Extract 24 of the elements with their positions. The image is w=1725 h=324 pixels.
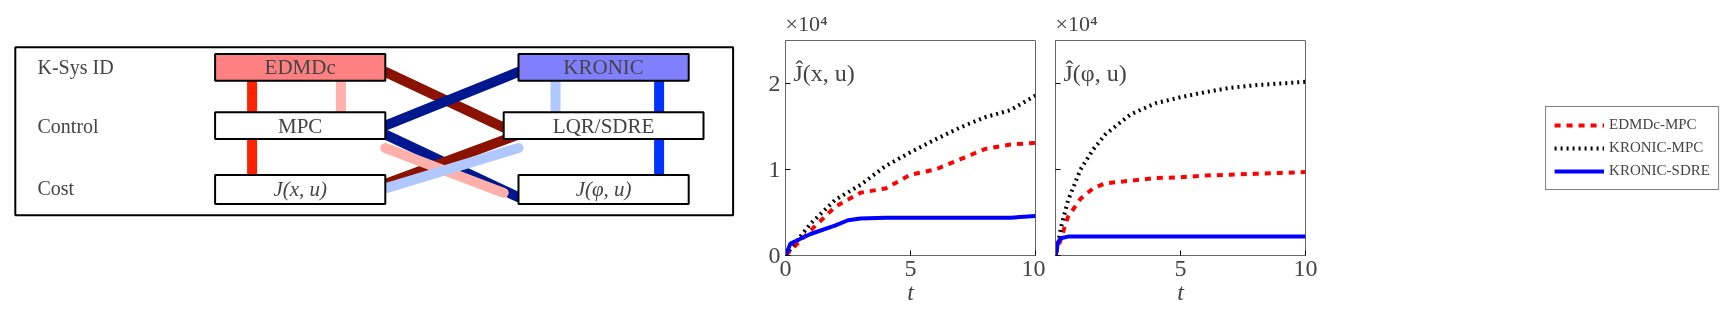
y-tick-label: 2 — [768, 70, 781, 96]
text: EDMDc — [264, 55, 336, 80]
text: ×10⁴ — [1055, 10, 1098, 36]
y-tick-label: 1 — [768, 156, 781, 182]
legend-label: KRONIC-MPC — [1609, 139, 1704, 156]
text: Cost — [37, 177, 75, 200]
x-tick-label: 5 — [1174, 254, 1187, 281]
x-axis-title: t — [1177, 278, 1186, 305]
text: MPC — [278, 113, 323, 138]
legend-label: KRONIC-SDRE — [1609, 162, 1710, 179]
text: K-Sys ID — [37, 56, 114, 80]
x-tick-label: 10 — [1293, 254, 1318, 281]
text: J(x, u) — [273, 177, 328, 202]
text: ×10⁴ — [785, 10, 828, 36]
text: KRONIC — [563, 55, 644, 80]
text: J(φ, u) — [575, 177, 632, 202]
x-tick-label: 10 — [1021, 254, 1046, 281]
text: Ĵ(φ, u) — [1063, 59, 1127, 86]
text: Ĵ(x, u) — [793, 59, 855, 86]
legend-label: EDMDc-MPC — [1609, 116, 1697, 133]
text: Control — [37, 114, 100, 137]
text: LQR/SDRE — [552, 113, 655, 138]
x-axis-title: t — [907, 278, 916, 305]
x-tick-label: 5 — [904, 254, 917, 281]
